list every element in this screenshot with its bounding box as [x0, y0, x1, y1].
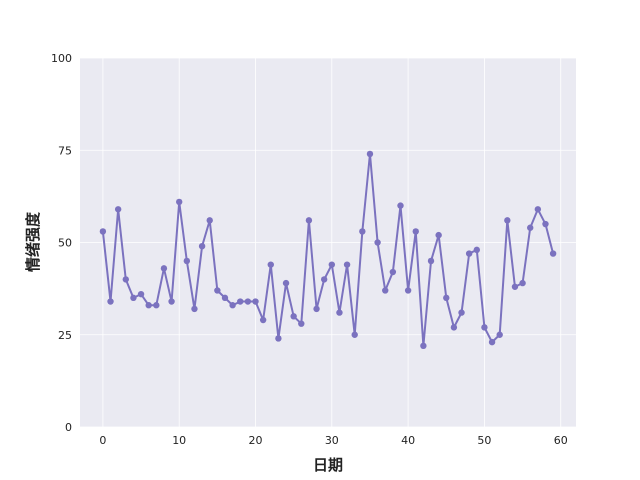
- data-point: [465, 250, 473, 257]
- data-point: [114, 206, 122, 213]
- data-point: [504, 217, 511, 224]
- x-tick-label: 50: [477, 434, 491, 447]
- data-point: [488, 338, 496, 346]
- y-tick-label: 75: [58, 144, 72, 157]
- data-point: [99, 228, 107, 235]
- data-point: [214, 287, 221, 294]
- x-axis-label: 日期: [313, 456, 343, 474]
- data-point: [290, 313, 297, 320]
- data-point: [137, 290, 145, 298]
- data-point: [481, 324, 488, 331]
- data-point: [221, 294, 229, 302]
- data-point: [282, 279, 290, 287]
- x-tick-label: 10: [172, 434, 186, 447]
- data-point: [435, 231, 442, 239]
- data-point: [458, 309, 465, 316]
- series-line: [101, 152, 555, 347]
- x-tick-label: 60: [554, 434, 568, 447]
- x-tick-label: 20: [249, 434, 263, 447]
- data-point: [229, 302, 236, 309]
- y-axis-label: 情绪强度: [24, 211, 42, 272]
- x-tick-label: 40: [401, 434, 415, 447]
- y-tick-label: 25: [58, 329, 72, 342]
- data-point: [328, 261, 336, 268]
- data-point: [168, 298, 175, 305]
- data-point: [198, 242, 206, 250]
- data-point: [366, 150, 374, 158]
- data-point: [275, 335, 282, 342]
- y-tick-label: 0: [65, 421, 72, 434]
- data-point: [534, 206, 542, 213]
- y-tick-labels: 0 25 50 75 100: [51, 52, 72, 434]
- grid-lines: [80, 57, 576, 428]
- data-point: [237, 298, 244, 305]
- data-point: [259, 316, 267, 324]
- data-point: [320, 276, 328, 283]
- data-point: [359, 228, 366, 235]
- y-tick-label: 100: [51, 52, 72, 65]
- data-point: [107, 298, 114, 305]
- data-point: [176, 198, 183, 206]
- data-point: [450, 324, 458, 331]
- data-point: [145, 302, 152, 309]
- data-point: [351, 331, 358, 338]
- data-point: [160, 265, 168, 272]
- data-point: [252, 298, 259, 305]
- data-point: [473, 246, 480, 254]
- data-point: [130, 294, 137, 302]
- data-point: [267, 261, 274, 268]
- data-point: [374, 239, 381, 246]
- x-tick-labels: 0 10 20 30 40 50 60: [99, 434, 567, 447]
- data-point: [427, 257, 435, 265]
- data-point: [420, 342, 427, 350]
- x-tick-label: 30: [325, 434, 339, 447]
- data-point: [183, 257, 191, 265]
- data-point: [519, 279, 526, 287]
- data-point: [305, 217, 313, 224]
- data-point: [244, 298, 252, 305]
- data-point: [404, 287, 412, 294]
- data-point: [527, 224, 534, 231]
- data-point: [397, 202, 404, 209]
- data-point: [511, 283, 519, 290]
- data-point: [443, 294, 450, 302]
- data-point: [343, 261, 351, 268]
- data-point: [336, 309, 343, 316]
- x-tick-label: 0: [99, 434, 106, 447]
- data-point: [382, 287, 389, 294]
- data-point: [542, 220, 549, 228]
- data-point: [298, 320, 305, 327]
- data-point: [153, 302, 160, 309]
- data-point: [412, 228, 419, 235]
- data-point: [122, 276, 129, 283]
- data-point: [191, 305, 198, 313]
- data-point: [313, 305, 320, 313]
- y-tick-label: 50: [58, 237, 72, 250]
- data-point: [549, 250, 557, 257]
- data-points: [99, 150, 557, 350]
- data-point: [389, 268, 397, 276]
- data-point: [496, 331, 503, 338]
- data-point: [206, 217, 213, 224]
